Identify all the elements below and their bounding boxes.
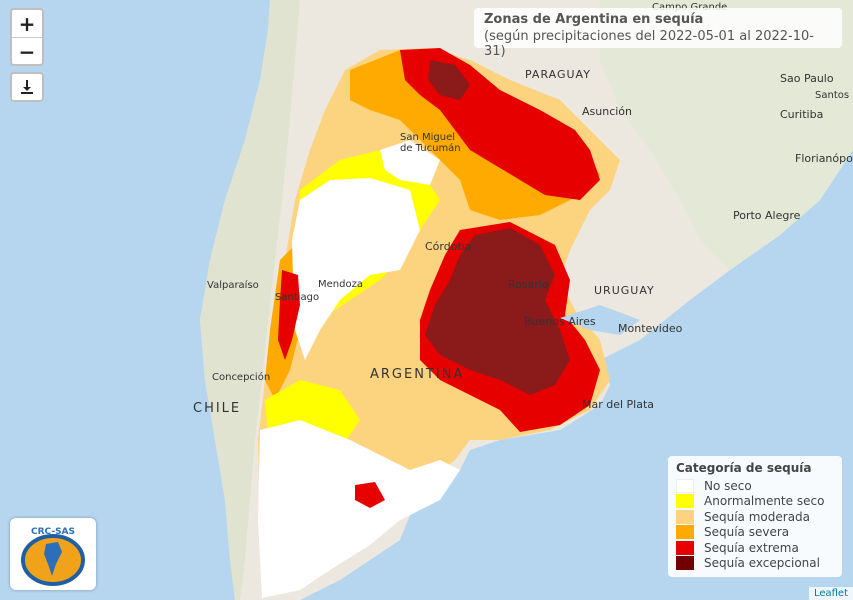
label-rosario: Rosario — [508, 278, 549, 291]
legend-label: Sequía severa — [704, 525, 790, 540]
label-uruguay: URUGUAY — [594, 284, 655, 297]
legend-label: Sequía extrema — [704, 540, 799, 555]
rio-de-la-plata — [560, 305, 640, 335]
legend-item: Sequía moderada — [676, 509, 834, 525]
drought-exceptional-chaco — [428, 60, 470, 100]
drought-exceptional-pampa — [425, 228, 570, 395]
label-cordoba: Córdoba — [425, 240, 471, 253]
drought-none-patagonia — [258, 420, 460, 598]
label-asuncion: Asunción — [582, 105, 632, 118]
land-chile — [200, 0, 300, 600]
crc-sas-logo-icon: CRC-SAS — [21, 527, 85, 586]
legend-item: Sequía severa — [676, 525, 834, 541]
legend-swatch — [676, 525, 694, 540]
legend: Categoría de sequía No seco Anormalmente… — [668, 456, 842, 577]
legend-label: Sequía excepcional — [704, 556, 820, 571]
drought-extreme-west — [278, 270, 300, 360]
label-san-miguel: San Miguel — [400, 132, 455, 143]
logo-text: CRC-SAS — [31, 527, 75, 537]
label-argentina: ARGENTINA — [370, 367, 464, 382]
label-mendoza: Mendoza — [318, 279, 363, 290]
legend-swatch — [676, 478, 694, 493]
label-chile: CHILE — [193, 401, 241, 416]
map-subtitle: (según precipitaciones del 2022-05-01 al… — [484, 29, 814, 59]
zoom-in-button[interactable]: + — [12, 10, 42, 38]
label-campo-grande: Campo Grande — [652, 2, 727, 13]
legend-item: Anormalmente seco — [676, 494, 834, 510]
label-porto-alegre: Porto Alegre — [733, 209, 801, 222]
label-santiago: Santiago — [275, 292, 319, 303]
label-curitiba: Curitiba — [780, 108, 823, 121]
attribution-link[interactable]: Leaflet — [808, 587, 853, 600]
zoom-out-button[interactable]: − — [18, 39, 36, 64]
legend-label: Anormalmente seco — [704, 494, 825, 509]
legend-item: Sequía excepcional — [676, 556, 834, 572]
label-sao-paulo: Sao Paulo — [780, 72, 834, 85]
label-paraguay: PARAGUAY — [525, 68, 591, 81]
drought-none-cuyo — [292, 178, 420, 360]
legend-item: Sequía extrema — [676, 540, 834, 556]
map-title-box: Zonas de Argentina en sequía (según prec… — [474, 8, 842, 59]
legend-title: Categoría de sequía — [676, 461, 812, 475]
legend-swatch — [676, 540, 694, 555]
label-mar-del-plata: Mar del Plata — [582, 398, 654, 411]
download-icon — [21, 80, 33, 94]
drought-extreme-patch — [355, 482, 385, 508]
legend-item: No seco — [676, 478, 834, 494]
label-buenos-aires: Buenos Aires — [524, 315, 596, 328]
label-florianopolis: Florianópo — [795, 152, 853, 165]
crc-sas-logo[interactable]: CRC-SAS — [10, 518, 96, 590]
legend-label: No seco — [704, 478, 752, 493]
drought-none-tucuman — [380, 140, 440, 185]
label-concepcion: Concepción — [212, 371, 270, 383]
map-title: Zonas de Argentina en sequía — [484, 12, 704, 27]
legend-swatch — [676, 494, 694, 509]
legend-label: Sequía moderada — [704, 509, 811, 524]
label-valparaiso: Valparaíso — [207, 279, 259, 291]
legend-swatch — [676, 556, 694, 571]
land-brazil — [600, 0, 853, 270]
label-santos: Santos — [815, 90, 849, 101]
label-de-tucuman: de Tucumán — [400, 142, 461, 154]
download-button[interactable] — [10, 72, 44, 102]
legend-swatch — [676, 509, 694, 524]
label-montevideo: Montevideo — [618, 322, 683, 335]
zoom-control: + − — [10, 8, 44, 66]
